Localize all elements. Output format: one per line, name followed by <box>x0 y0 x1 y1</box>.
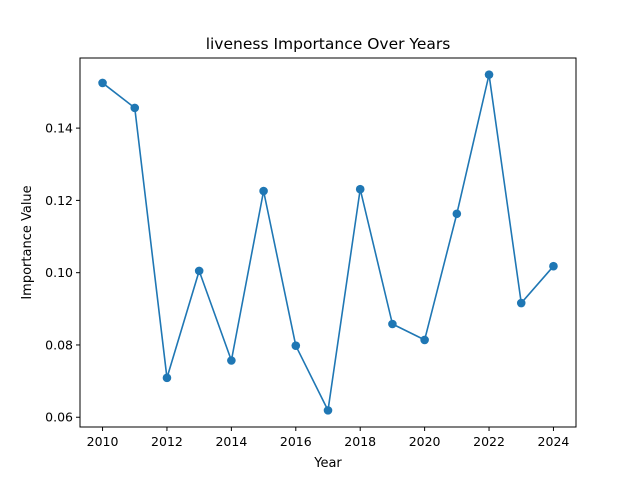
data-point <box>452 209 462 219</box>
y-tick-label: 0.12 <box>45 193 73 208</box>
y-tick-label: 0.06 <box>45 410 73 425</box>
x-tick-label: 2016 <box>280 434 312 449</box>
data-point <box>227 356 236 365</box>
y-tick-label: 0.14 <box>45 121 73 136</box>
axis-ticks: 2010 2012 2014 2016 2018 2020 2022 2024 0.06 0.08… <box>45 121 569 449</box>
y-tick-label: 0.08 <box>45 337 73 352</box>
data-point <box>388 319 397 329</box>
x-tick-label: 2012 <box>151 434 183 449</box>
data-point <box>130 103 140 113</box>
plot-frame <box>79 57 577 428</box>
data-point <box>323 406 333 415</box>
data-point <box>98 78 107 88</box>
data-point <box>162 373 172 383</box>
y-tick-label: 0.10 <box>45 265 73 280</box>
x-tick-label: 2020 <box>409 434 441 449</box>
data-point <box>355 184 365 194</box>
x-tick-label: 2010 <box>87 434 119 449</box>
data-point <box>484 70 494 79</box>
data-point <box>259 186 268 196</box>
data-point <box>549 261 558 271</box>
data-point <box>194 266 204 276</box>
x-tick-label: 2018 <box>344 434 376 449</box>
data-point <box>420 335 429 345</box>
plot-series <box>98 70 558 415</box>
data-point <box>516 298 526 308</box>
chart-title: liveness Importance Over Years <box>206 35 451 53</box>
x-tick-label: 2014 <box>215 434 247 449</box>
y-axis-label: Importance Value <box>20 185 35 299</box>
x-tick-label: 2024 <box>538 434 570 449</box>
x-axis-label: Year <box>313 456 342 471</box>
data-point <box>291 341 301 350</box>
x-tick-label: 2022 <box>473 434 505 449</box>
